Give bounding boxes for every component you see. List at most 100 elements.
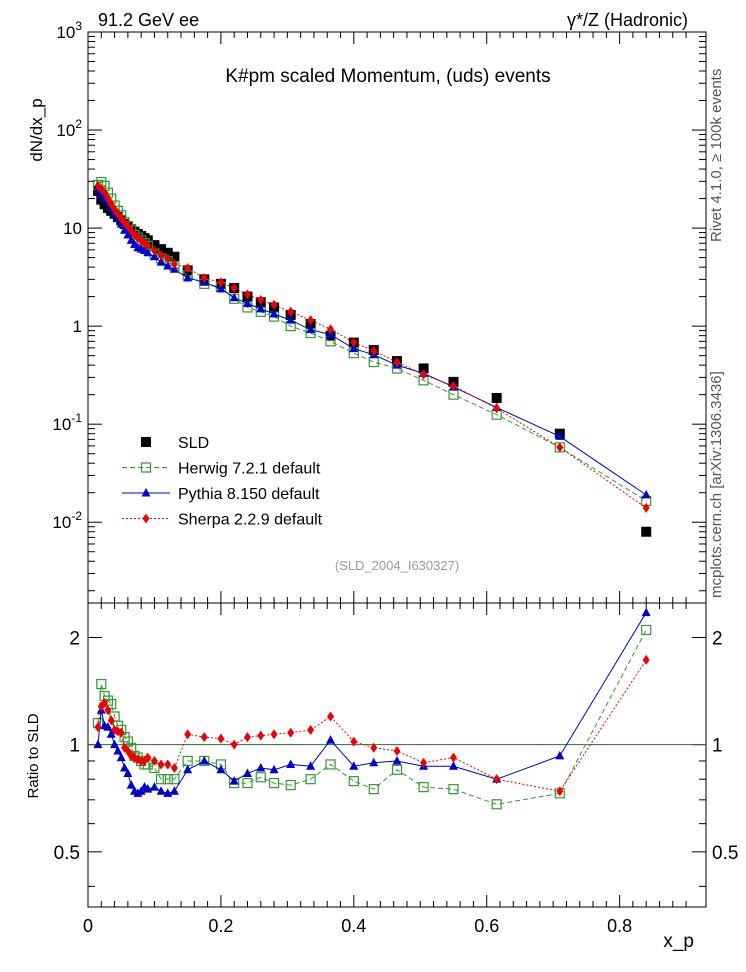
legend-label: Herwig 7.2.1 default xyxy=(178,461,321,478)
ratio-point-pythia xyxy=(229,776,239,785)
ratio-point-sherpa xyxy=(124,745,132,756)
ratio-point-pythia xyxy=(641,607,651,617)
data-point-sherpa xyxy=(104,193,112,204)
ratio-point-sherpa xyxy=(117,727,125,738)
data-point-pythia xyxy=(242,298,252,308)
data-point-sld xyxy=(641,526,652,537)
ratio-point-pythia xyxy=(199,755,209,765)
ratio-point-herwig xyxy=(242,777,253,789)
ratio-point-herwig xyxy=(491,799,502,810)
legend-label: Sherpa 2.2.9 default xyxy=(178,512,323,529)
ratio-point-sherpa xyxy=(307,724,315,735)
x-tick-label: 0.4 xyxy=(341,916,366,936)
data-point-sherpa xyxy=(420,369,428,380)
ratio-point-pythia xyxy=(120,762,130,772)
data-point-pythia xyxy=(555,431,565,440)
data-point-sherpa xyxy=(164,253,172,264)
data-point-sherpa xyxy=(243,289,251,300)
data-point-sherpa xyxy=(217,277,225,288)
ratio-point-pythia xyxy=(216,764,226,774)
ratio-point-pythia xyxy=(103,722,113,731)
ratio-point-pythia xyxy=(183,764,193,774)
data-point-sherpa xyxy=(200,272,208,283)
y-tick-label: 0.5 xyxy=(54,843,80,864)
ratio-line-herwig xyxy=(97,629,647,805)
data-point-sherpa xyxy=(370,345,378,356)
ratio-point-sherpa xyxy=(217,733,225,744)
data-point-sherpa xyxy=(307,315,315,326)
data-point-pythia xyxy=(183,272,193,282)
ratio-point-sherpa xyxy=(144,752,152,763)
ratio-point-herwig xyxy=(641,624,652,636)
y-tick-exponent: 3 xyxy=(75,19,82,33)
y-tick-exponent: -1 xyxy=(71,411,82,425)
ratio-point-sherpa xyxy=(327,711,335,722)
x-tick-label: 0.8 xyxy=(607,916,632,936)
y-tick-exponent: 2 xyxy=(75,117,82,131)
ratio-point-herwig xyxy=(448,784,459,795)
data-point-sherpa xyxy=(170,259,178,270)
y-tick-label: 102 xyxy=(56,117,82,140)
x-tick-label: 0 xyxy=(83,916,93,936)
main-ylabel: dN/dx_p xyxy=(27,98,46,161)
ratio-ylabel: Ratio to SLD xyxy=(25,713,42,798)
ratio-point-sherpa xyxy=(270,729,278,740)
data-point-sherpa xyxy=(101,187,109,198)
y-tick-label-right: 2 xyxy=(712,629,723,650)
legend: SLD Herwig 7.2.1 default Pythia 8.150 defa… xyxy=(122,435,323,529)
data-point-sherpa xyxy=(493,403,501,414)
ratio-point-pythia xyxy=(126,780,136,789)
legend-marker xyxy=(140,462,152,473)
series-line-sherpa xyxy=(97,185,647,509)
ratio-point-pythia xyxy=(286,759,296,768)
data-point-pythia xyxy=(269,308,279,318)
y-tick-label: 2 xyxy=(69,629,80,650)
data-point-pythia xyxy=(286,315,296,324)
ratio-point-pythia xyxy=(156,786,166,795)
data-point-pythia xyxy=(229,292,239,302)
ratio-frame xyxy=(87,602,707,908)
ratio-point-sherpa xyxy=(170,762,178,773)
y-tick-label-right: 0.5 xyxy=(712,843,738,864)
ratio-point-pythia xyxy=(269,764,279,774)
ratio-point-sherpa xyxy=(493,774,501,785)
ratio-point-herwig xyxy=(305,774,316,785)
ratio-point-sherpa xyxy=(230,739,238,750)
ratio-point-sherpa xyxy=(184,729,192,740)
ratio-point-herwig xyxy=(348,776,359,787)
header-left: 91.2 GeV ee xyxy=(98,10,199,30)
legend-marker xyxy=(142,513,150,524)
ratio-point-sherpa xyxy=(200,732,208,743)
ratio-point-herwig xyxy=(391,764,403,775)
y-tick-exponent: -2 xyxy=(71,509,82,523)
data-point-sld xyxy=(162,247,173,258)
y-tick-label: 1 xyxy=(69,736,80,757)
data-point-pythia xyxy=(306,324,316,334)
data-point-pythia xyxy=(256,303,266,313)
ratio-point-pythia xyxy=(306,761,316,770)
ratio-point-sherpa xyxy=(101,697,109,708)
y-tick-label: 103 xyxy=(56,19,82,42)
x-axis-label: x_p xyxy=(663,931,694,952)
data-point-pythia xyxy=(156,257,166,266)
ratio-point-herwig xyxy=(268,777,280,789)
data-point-sherpa xyxy=(270,299,278,310)
ratio-point-pythia xyxy=(242,768,252,777)
data-point-sherpa xyxy=(449,381,457,392)
ratio-point-sherpa xyxy=(642,654,650,665)
data-point-sld xyxy=(156,244,167,255)
ratio-line-sherpa xyxy=(97,659,647,792)
data-point-sherpa xyxy=(230,282,238,293)
data-point-pythia xyxy=(163,261,173,270)
data-point-pythia xyxy=(641,489,651,499)
y-tick-label: 10 xyxy=(63,219,82,238)
ratio-point-pythia xyxy=(123,768,133,777)
ratio-point-sherpa xyxy=(287,727,295,738)
ratio-point-sherpa xyxy=(556,786,564,797)
data-point-sld xyxy=(149,240,160,251)
ratio-point-sherpa xyxy=(94,722,102,733)
ratio-point-pythia xyxy=(93,739,103,749)
data-point-pythia xyxy=(216,283,226,293)
ratio-point-pythia xyxy=(555,750,565,760)
